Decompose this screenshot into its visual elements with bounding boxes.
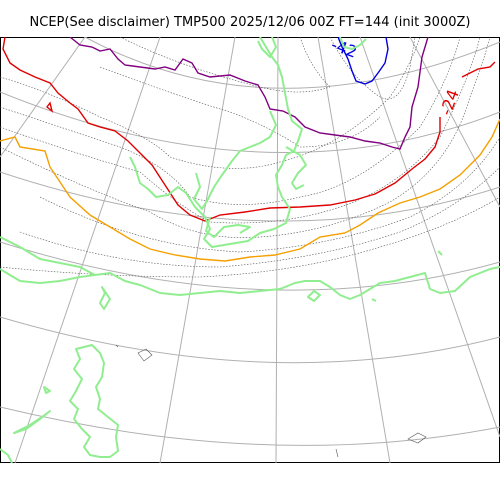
coastline-islet-3: [437, 250, 443, 256]
longitude-line: [317, 37, 391, 463]
coastline-northern: [129, 37, 303, 248]
coastline-islet-4: [43, 386, 51, 394]
latitude-line: [0, 91, 500, 153]
map-border: [0, 37, 500, 463]
isotherm-orange: [0, 118, 500, 262]
coastline-north-strip: [339, 37, 367, 50]
latitude-line: [0, 171, 500, 222]
coastline-peninsula-east: [285, 146, 307, 190]
latitude-line: [0, 241, 500, 291]
coastline-island-group: [69, 344, 119, 458]
isotherm-red: [2, 37, 441, 222]
coastline-bay: [257, 37, 277, 58]
map-area: -42 -24: [0, 37, 500, 463]
coastline-peninsula: [0, 236, 96, 276]
longitude-line: [14, 37, 161, 463]
coastline-islet: [307, 290, 321, 302]
coastline-island-west: [13, 410, 51, 434]
isotherm-red-segment: [461, 61, 496, 78]
isotherm-purple: [69, 37, 429, 150]
coastline-main: [0, 266, 500, 300]
coastline-island-sw: [0, 448, 13, 463]
coastline-inlet: [193, 110, 277, 210]
coastlines: [0, 37, 500, 463]
coastline-islet-2: [371, 298, 377, 302]
map-title: NCEP(See disclaimer) TMP500 2025/12/06 0…: [29, 15, 471, 30]
latitude-lines: [0, 37, 500, 446]
latitude-line: [0, 406, 500, 446]
coastline-channel: [205, 216, 251, 238]
longitude-line: [275, 37, 279, 463]
longitude-line: [409, 37, 500, 208]
isotherm-blue: [337, 37, 389, 85]
minor-outlines: [115, 344, 427, 458]
latitude-line: [84, 37, 500, 89]
latitude-line: [0, 316, 500, 364]
coastline-segment: [99, 286, 111, 310]
longitude-line: [159, 37, 236, 463]
map-canvas: -42 -24: [0, 37, 500, 463]
isotherm-red-small: [46, 101, 54, 113]
